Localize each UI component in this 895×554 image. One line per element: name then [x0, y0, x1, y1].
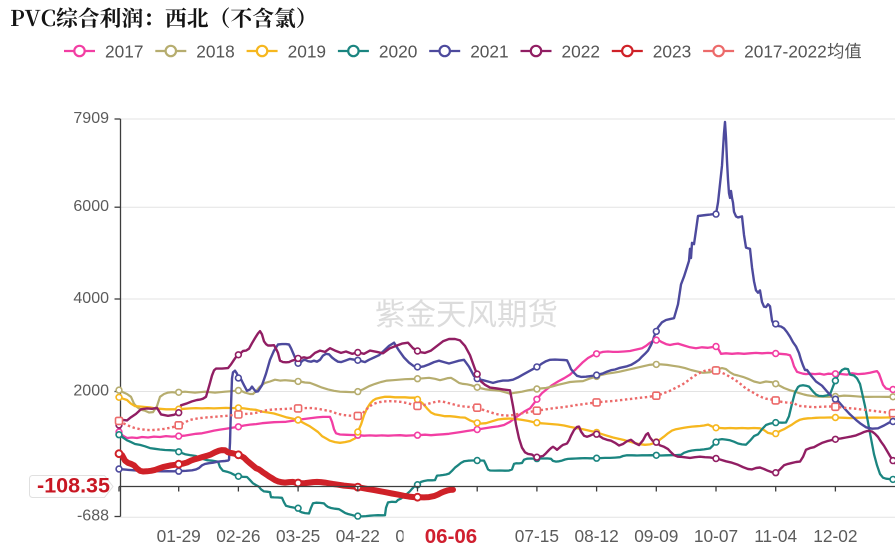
svg-text:04-22: 04-22 [336, 526, 380, 546]
svg-text:2000: 2000 [73, 383, 109, 400]
svg-text:2017: 2017 [105, 41, 143, 61]
svg-text:6000: 6000 [73, 198, 109, 215]
svg-text:07-15: 07-15 [515, 526, 559, 546]
svg-text:4000: 4000 [73, 290, 109, 307]
svg-text:06-06: 06-06 [425, 525, 477, 548]
svg-text:-688: -688 [77, 508, 109, 525]
svg-text:2021: 2021 [470, 41, 508, 61]
svg-text:01-29: 01-29 [157, 526, 201, 546]
svg-text:11-04: 11-04 [754, 526, 797, 546]
svg-text:7909: 7909 [73, 110, 109, 127]
svg-text:2020: 2020 [379, 41, 417, 61]
svg-text:2019: 2019 [288, 41, 326, 61]
svg-text:2023: 2023 [653, 41, 691, 61]
svg-text:2018: 2018 [196, 41, 234, 61]
svg-text:2022: 2022 [562, 41, 600, 61]
svg-text:09-09: 09-09 [634, 526, 678, 546]
svg-text:2017-2022: 2017-2022 [744, 41, 827, 61]
svg-text:10-07: 10-07 [694, 526, 738, 546]
svg-text:08-12: 08-12 [574, 526, 618, 546]
svg-text:12-02: 12-02 [813, 526, 857, 546]
svg-text:02-26: 02-26 [216, 526, 260, 546]
svg-text:03-25: 03-25 [276, 526, 320, 546]
svg-text:-108.35: -108.35 [37, 474, 110, 498]
